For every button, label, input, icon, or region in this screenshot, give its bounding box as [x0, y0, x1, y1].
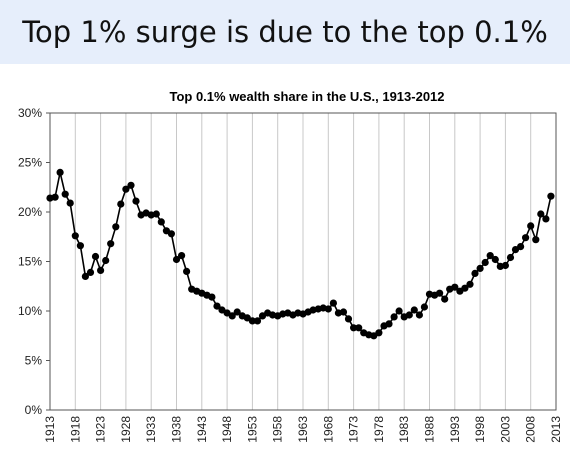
x-tick-label: 1983: [397, 416, 411, 443]
x-tick-label: 1938: [170, 416, 184, 443]
data-point: [233, 308, 241, 316]
x-tick-label: 2013: [549, 416, 563, 443]
x-tick-label: 1993: [448, 416, 462, 443]
data-point: [213, 302, 221, 310]
data-point: [253, 317, 262, 325]
data-point: [344, 315, 353, 323]
data-point: [461, 284, 469, 292]
data-point: [152, 210, 160, 218]
data-point: [228, 312, 236, 320]
data-point: [76, 242, 84, 250]
data-point: [178, 252, 186, 260]
x-tick-label: 1963: [296, 416, 310, 443]
data-point: [522, 234, 530, 242]
x-tick-label: 1948: [220, 416, 234, 443]
data-point: [208, 293, 216, 301]
x-tick-label: 2003: [498, 416, 512, 443]
x-tick-label: 1933: [144, 416, 158, 443]
data-point: [81, 272, 89, 280]
y-tick-label: 0%: [25, 403, 43, 417]
x-tick-label: 1913: [43, 416, 57, 443]
data-point: [183, 267, 191, 275]
data-point: [547, 192, 555, 200]
slide-title: Top 1% surge is due to the top 0.1%: [22, 15, 548, 49]
data-point: [466, 280, 474, 288]
data-point: [395, 307, 403, 315]
data-point: [339, 308, 348, 316]
x-tick-label: 1928: [119, 416, 133, 443]
data-point: [122, 185, 130, 193]
data-point: [410, 306, 418, 314]
data-point: [86, 268, 95, 276]
data-point: [112, 223, 120, 231]
data-point: [66, 199, 74, 207]
data-point: [248, 317, 256, 325]
data-point: [441, 295, 449, 303]
data-point: [56, 168, 64, 176]
y-tick-label: 20%: [18, 205, 42, 219]
x-tick-label: 1973: [347, 416, 361, 443]
data-point: [107, 240, 115, 248]
data-point: [542, 215, 550, 223]
data-point: [481, 258, 489, 267]
data-point: [405, 311, 413, 319]
data-point: [350, 324, 358, 332]
axis-layer: 1913 1918 1923 1928 1933 1938 1943 1948 1953 1958…: [18, 106, 563, 443]
data-point: [172, 255, 181, 264]
data-point: [117, 200, 125, 208]
data-point: [91, 252, 100, 261]
data-point: [127, 181, 135, 189]
y-tick-label: 15%: [18, 255, 42, 269]
data-point: [71, 232, 79, 240]
data-point: [491, 255, 499, 264]
data-point: [436, 289, 444, 297]
data-point: [132, 197, 140, 205]
y-tick-label: 25%: [18, 156, 42, 170]
data-point: [506, 253, 515, 262]
data-point: [102, 256, 110, 265]
data-point: [355, 324, 363, 332]
data-point: [390, 313, 398, 321]
data-point: [51, 193, 59, 201]
data-point: [537, 210, 545, 218]
data-point: [451, 283, 459, 291]
chart-title: Top 0.1% wealth share in the U.S., 1913-…: [169, 89, 444, 104]
plot-frame: [49, 112, 557, 411]
data-point: [415, 311, 423, 319]
data-point: [385, 320, 393, 328]
x-tick-label: 1923: [94, 416, 108, 443]
x-tick-label: 1943: [195, 416, 209, 443]
data-point: [517, 243, 525, 251]
data-point: [167, 230, 175, 238]
data-point: [501, 261, 509, 270]
data-point: [375, 329, 383, 337]
series-point-layer: [46, 168, 555, 340]
data-point: [420, 303, 428, 311]
x-tick-label: 1988: [423, 416, 437, 443]
data-point: [527, 222, 535, 230]
data-point: [324, 305, 332, 313]
x-tick-label: 2008: [524, 416, 538, 443]
slide-title-banner: Top 1% surge is due to the top 0.1%: [0, 0, 570, 64]
x-tick-label: 1978: [372, 416, 386, 443]
data-point: [476, 264, 484, 272]
data-point: [471, 269, 479, 277]
data-point: [61, 190, 69, 198]
data-point: [97, 266, 105, 274]
data-point: [486, 252, 494, 260]
x-tick-label: 1918: [68, 416, 82, 443]
x-tick-label: 1953: [245, 416, 259, 443]
data-point: [532, 236, 540, 244]
grid-layer: [49, 113, 557, 410]
y-tick-label: 30%: [18, 106, 42, 120]
y-tick-label: 10%: [18, 304, 42, 318]
y-tick-label: 5%: [25, 354, 43, 368]
data-point: [329, 299, 337, 307]
x-tick-label: 1968: [321, 416, 335, 443]
data-point: [157, 218, 165, 226]
x-tick-label: 1998: [473, 416, 487, 443]
x-tick-label: 1958: [271, 416, 285, 443]
